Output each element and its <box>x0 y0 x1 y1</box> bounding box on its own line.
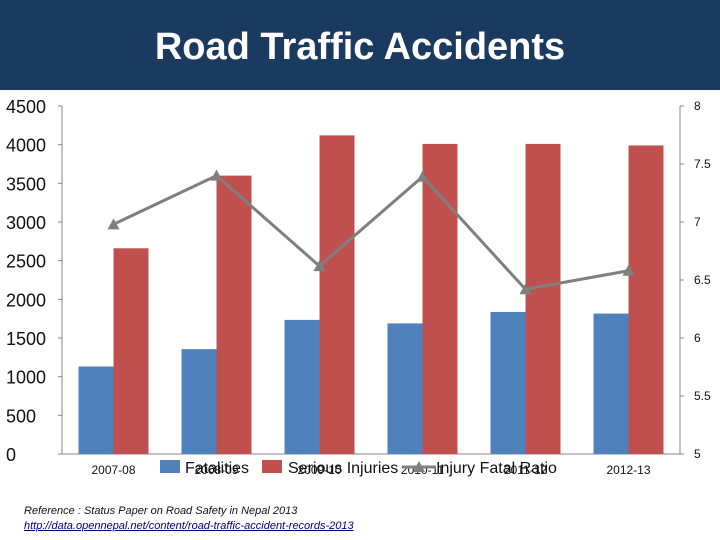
point-injury-fatal-ratio <box>107 218 120 230</box>
bar-serious-injuries <box>216 175 252 454</box>
left-axis-tick-label: 4500 <box>6 97 46 117</box>
point-injury-fatal-ratio <box>416 170 429 182</box>
bar-fatalities <box>387 323 423 454</box>
right-axis-tick-label: 7.5 <box>694 157 711 171</box>
x-axis-tick-label: 2009-10 <box>297 463 341 477</box>
left-axis-tick-label: 2500 <box>6 252 46 272</box>
bar-serious-injuries <box>113 248 149 454</box>
left-axis-tick-label: 0 <box>6 445 16 465</box>
left-axis-tick-label: 1500 <box>6 329 46 349</box>
point-injury-fatal-ratio <box>210 169 223 181</box>
bar-serious-injuries <box>525 143 561 454</box>
chart: 0 500 1000 1500 2000 2500 3000 3500 4000 4500 5 5.5… <box>6 97 711 477</box>
legend-swatch-fatalities <box>160 460 180 473</box>
reference-label: Reference <box>24 505 75 517</box>
title-bar: Road Traffic Accidents <box>0 0 720 90</box>
bar-fatalities <box>284 319 320 454</box>
left-axis-tick-label: 4000 <box>6 136 46 156</box>
x-axis-tick-label: 2011-12 <box>504 463 547 477</box>
point-injury-fatal-ratio <box>622 264 635 276</box>
legend-label-injury-fatal-ratio: Injury Fatal Ratio <box>436 460 557 477</box>
chart-title: Road Traffic Accidents <box>154 25 566 68</box>
left-axis-tick-label: 500 <box>6 406 36 426</box>
right-axis-tick-label: 7 <box>694 215 701 229</box>
bar-serious-injuries <box>422 143 458 454</box>
x-axis-tick-label: 2007-08 <box>91 463 135 477</box>
left-axis-tick-label: 2000 <box>6 290 46 310</box>
bar-serious-injuries <box>628 145 664 454</box>
x-axis-tick-label: 2008-09 <box>194 463 238 477</box>
legend-swatch-serious-injuries <box>262 460 282 473</box>
legend-label-serious-injuries: Serious Injuries <box>288 460 398 477</box>
right-axis-tick-label: 6 <box>694 331 701 345</box>
right-axis-tick-label: 6.5 <box>694 273 711 287</box>
left-axis-tick-label: 3500 <box>6 174 46 194</box>
right-axis-tick-label: 5 <box>694 447 701 461</box>
reference-text: Status Paper on Road Safety in Nepal 201… <box>83 505 298 517</box>
legend-label-fatalities: Fatalities <box>185 460 249 477</box>
point-injury-fatal-ratio <box>313 260 326 272</box>
bar-fatalities <box>490 311 526 454</box>
right-axis-tick-label: 8 <box>694 99 701 113</box>
bar-fatalities <box>593 313 629 454</box>
left-axis-tick-label: 1000 <box>6 368 46 388</box>
reference-link[interactable]: http://data.opennepal.net/content/road-t… <box>24 520 354 532</box>
point-injury-fatal-ratio <box>519 283 532 295</box>
line-injury-fatal-ratio <box>112 173 629 291</box>
bar-fatalities <box>181 349 217 454</box>
reference-note: Reference : Status Paper on Road Safety … <box>24 505 354 532</box>
bar-fatalities <box>78 366 114 454</box>
bar-serious-injuries <box>319 135 355 454</box>
x-axis-tick-label: 2012-13 <box>606 463 650 477</box>
left-axis-tick-label: 3000 <box>6 213 46 233</box>
legend-marker-injury-fatal-ratio <box>413 461 425 472</box>
right-axis-tick-label: 5.5 <box>694 389 711 403</box>
